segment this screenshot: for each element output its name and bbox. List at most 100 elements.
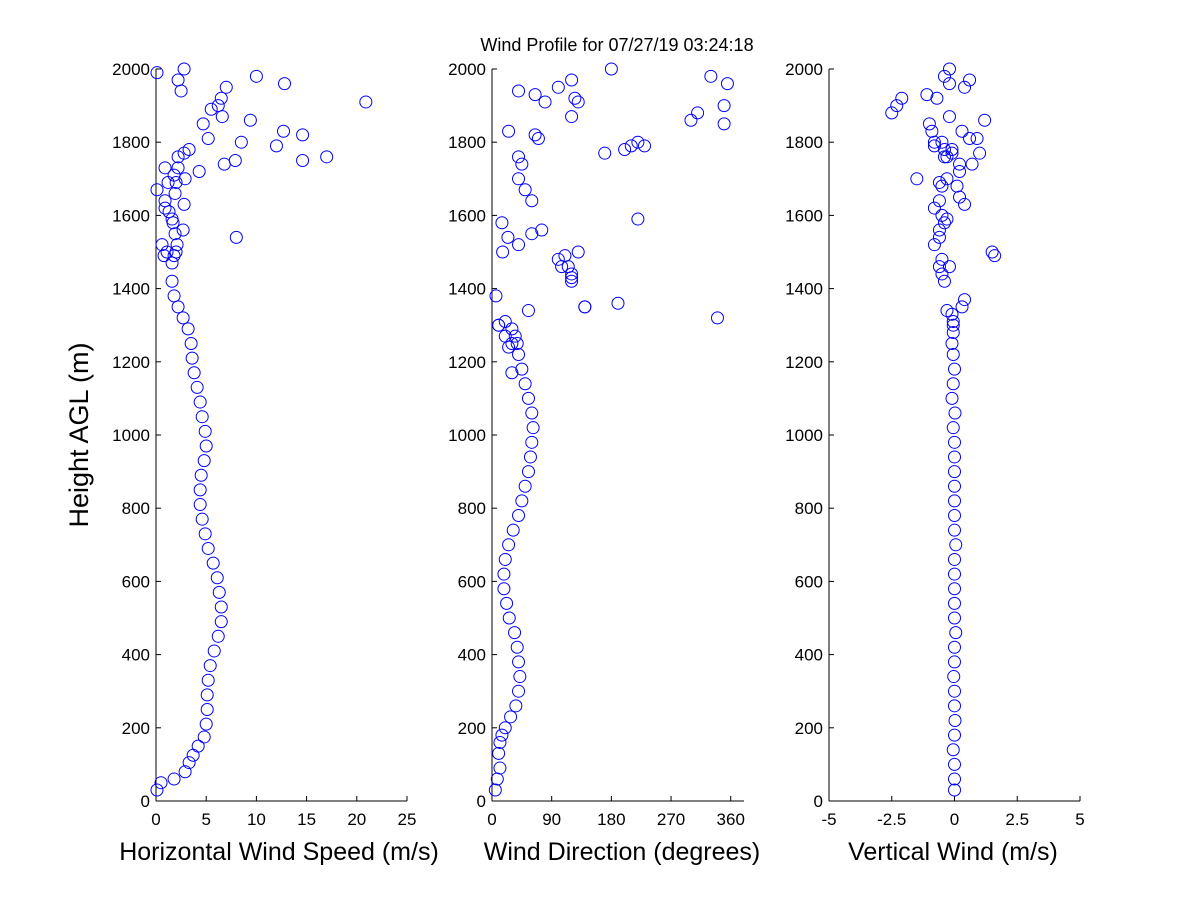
direction-y-tick-label: 200 [458,719,486,738]
speed-data-point [192,164,206,178]
speed-data-point [229,230,243,244]
height-y-axis-label: Height AGL (m) [64,342,94,527]
vertical-data-point [935,252,949,266]
speed-data-point [228,154,242,167]
vertical-x-axis-label: Vertical Wind (m/s) [848,838,1058,866]
speed-data-point [193,395,207,409]
direction-x-tick-label: 180 [597,810,625,829]
direction-data-point [717,99,731,113]
speed-data-point [150,66,164,80]
speed-x-axis-label: Horizontal Wind Speed (m/s) [119,838,439,866]
vertical-data-point [973,146,987,160]
direction-y-tick-label: 1800 [448,133,486,152]
vertical-data-point [948,450,961,464]
direction-data-point [691,106,705,120]
direction-data-point [578,300,592,314]
speed-data-point [249,69,263,83]
speed-data-point [203,659,217,673]
speed-data-point [278,77,292,91]
speed-data-point [198,527,212,541]
direction-data-point [565,73,579,87]
vertical-data-point [937,274,951,288]
vertical-data-point [953,164,967,178]
speed-data-point [157,249,171,263]
direction-data-point [611,296,625,310]
speed-data-point [181,322,195,336]
vertical-data-point [885,106,899,120]
direction-data-point [505,322,519,336]
vertical-data-point [948,406,962,420]
speed-data-point [150,183,164,197]
vertical-y-tick-label: 1000 [785,426,823,445]
speed-data-point [195,410,209,424]
direction-y-tick-label: 0 [477,792,486,811]
speed-y-tick-label: 400 [122,646,150,665]
vertical-data-point [949,538,963,552]
vertical-data-point [946,743,960,757]
vertical-y-tick-label: 0 [814,792,823,811]
direction-data-point [521,391,535,405]
direction-data-point [513,670,527,684]
vertical-data-point [927,201,941,215]
direction-data-point [512,150,526,164]
speed-data-point [178,172,192,186]
direction-data-point [518,377,532,391]
vertical-data-point [948,684,961,698]
speed-data-point [215,110,229,124]
vertical-x-tick-label: 0 [950,810,959,829]
speed-data-point [359,95,373,109]
speed-data-point [178,765,192,779]
direction-data-point [512,84,526,98]
direction-data-point [489,289,503,303]
vertical-data-point [985,245,999,259]
vertical-x-tick-label: 5 [1075,810,1084,829]
vertical-data-point [937,69,951,83]
direction-y-tick-label: 1600 [448,206,486,225]
vertical-data-point [948,582,961,596]
vertical-data-point [945,146,959,160]
direction-x-tick-label: 90 [542,810,561,829]
speed-data-point [320,150,334,164]
speed-data-point [195,512,209,526]
direction-data-point [571,245,585,259]
speed-data-point [206,556,220,570]
vertical-y-ticks: 0 200 400 600 800 1000 1200 1400 1600 1800 2000 [785,60,834,811]
speed-y-tick-label: 0 [141,792,150,811]
direction-data-point [508,626,522,640]
speed-y-tick-label: 2000 [112,60,150,79]
vertical-data-point [948,757,961,771]
vertical-data-point [965,157,979,171]
speed-data-point [171,300,185,314]
direction-data-point [492,746,506,760]
speed-y-ticks: 0 200 400 600 800 1000 1200 1400 1600 1800 2000 [112,60,161,811]
speed-data-point [171,161,185,175]
vertical-x-tick-label: 2.5 [1005,810,1029,829]
direction-data-point [555,260,569,274]
vertical-data-point [937,216,951,230]
speed-data-point [162,205,176,219]
vertical-data-point [937,143,951,157]
speed-data-point [168,227,182,241]
vertical-data-point [948,699,961,713]
speed-data-point [199,439,213,453]
direction-data-point [565,267,579,281]
direction-data-point [551,80,565,94]
direction-data-point [506,523,520,537]
speed-data-point [197,454,211,468]
speed-data-point [191,739,205,753]
speed-data-point [214,600,228,614]
direction-data-point [710,311,724,325]
direction-data-point [717,117,731,131]
vertical-data-point [932,175,946,189]
direction-data-point [493,761,507,775]
speed-data-point [160,245,174,259]
figure-title: Wind Profile for 07/27/19 03:24:18 [480,35,753,55]
vertical-data-point [946,377,960,391]
direction-points [488,62,734,797]
vertical-data-point [948,435,961,449]
direction-y-tick-label: 1000 [448,426,486,445]
speed-data-point [198,424,212,438]
wind-direction-panel: 0 90 180 270 360 0 200 400 600 800 1000 1200 1400 16… [448,60,760,866]
vertical-data-point [922,117,936,131]
